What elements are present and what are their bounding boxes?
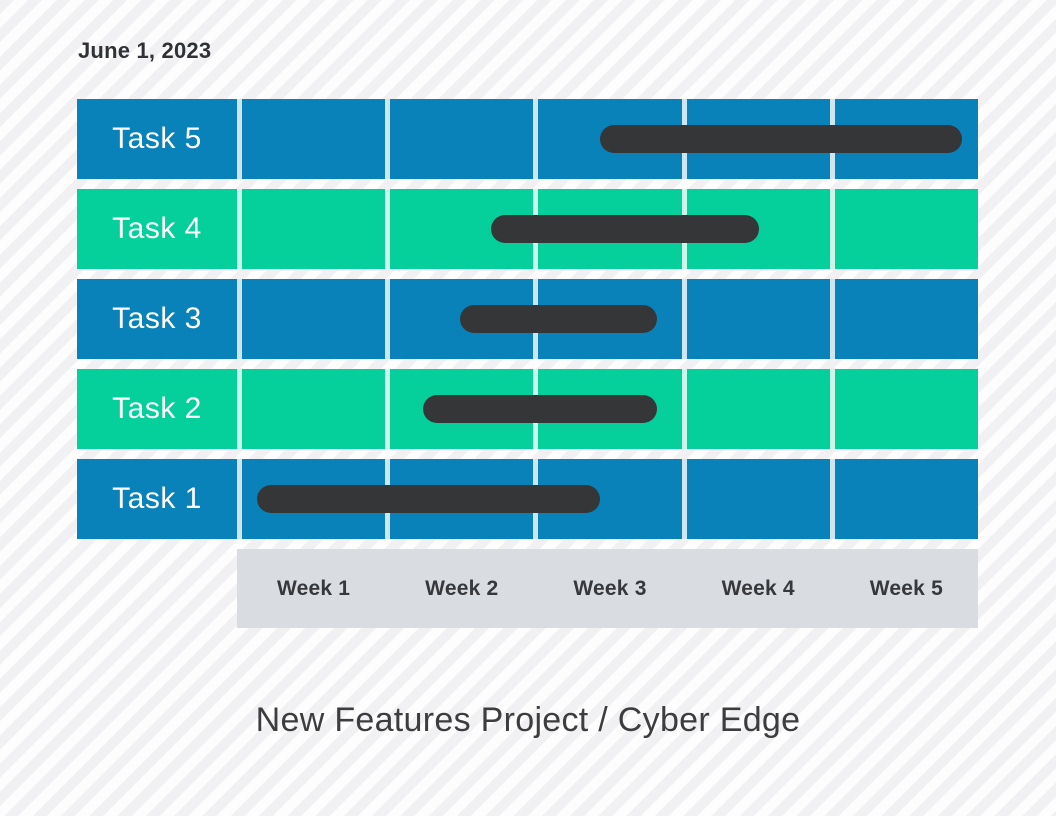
column-separator [533,99,539,179]
column-separator [829,369,835,449]
week-axis-label: Week 4 [721,576,795,600]
gantt-bar [423,395,658,423]
column-separator [237,189,242,269]
week-axis-band: Week 1 Week 2 Week 3 Week 4 Week 5 [237,549,978,628]
task-row: Task 4 [77,189,978,269]
column-separator [829,279,835,359]
column-separator [237,369,242,449]
week-axis-cell: Week 2 [390,549,533,628]
chart-title: New Features Project / Cyber Edge [255,701,801,739]
column-separator [829,189,835,269]
column-separator [829,459,835,539]
gantt-bar [459,305,658,333]
column-separator [385,369,391,449]
gantt-bar [490,215,759,243]
task-row: Task 3 [77,279,978,359]
task-row: Task 1 [77,459,978,539]
week-axis-label: Week 2 [425,576,499,600]
gantt-bar [599,125,962,153]
column-separator [237,279,242,359]
date-label: June 1, 2023 [78,38,212,63]
week-axis-label: Week 3 [573,576,647,600]
gantt-bar [256,485,600,513]
week-axis-cell: Week 4 [687,549,830,628]
task-label-cell: Task 1 [77,459,237,539]
column-separator [385,99,391,179]
task-row: Task 5 [77,99,978,179]
task-label: Task 1 [112,482,202,515]
column-separator [681,369,687,449]
week-axis-label: Week 1 [276,576,351,600]
week-axis-cell: Week 1 [242,549,385,628]
column-separator [385,189,391,269]
column-separator [237,459,242,539]
column-separator [681,459,687,539]
task-label: Task 2 [112,392,202,425]
task-label-cell: Task 4 [77,189,237,269]
week-axis-cell: Week 3 [538,549,681,628]
column-separator [237,99,242,179]
task-label-cell: Task 2 [77,369,237,449]
task-label: Task 4 [112,212,202,245]
column-separator [385,279,391,359]
column-separator [681,279,687,359]
week-axis-label: Week 5 [869,576,943,600]
task-label-cell: Task 5 [77,99,237,179]
task-label: Task 5 [112,122,202,155]
task-label-cell: Task 3 [77,279,237,359]
task-label: Task 3 [112,302,202,335]
task-row: Task 2 [77,369,978,449]
week-axis-cell: Week 5 [835,549,978,628]
